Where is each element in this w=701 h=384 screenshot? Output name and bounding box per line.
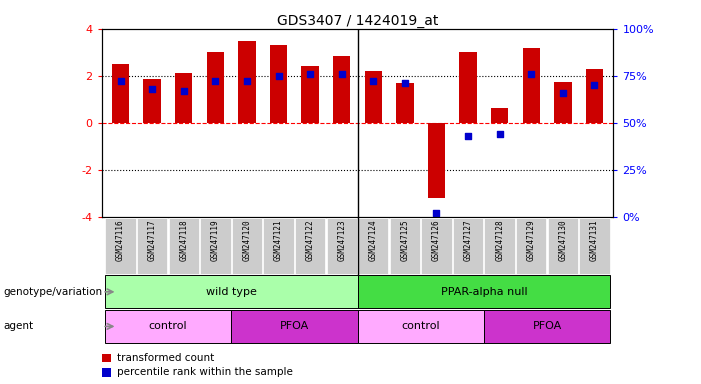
Bar <box>421 217 451 274</box>
Text: agent: agent <box>4 321 34 331</box>
Bar <box>522 48 540 123</box>
Bar <box>365 71 382 123</box>
Bar <box>144 79 161 123</box>
Bar <box>396 83 414 123</box>
Point <box>494 131 505 137</box>
Point <box>463 133 474 139</box>
Title: GDS3407 / 1424019_at: GDS3407 / 1424019_at <box>277 14 438 28</box>
Text: GSM247127: GSM247127 <box>463 219 472 261</box>
Bar <box>200 217 231 274</box>
Bar <box>390 217 420 274</box>
Point <box>147 86 158 92</box>
Point <box>589 82 600 88</box>
Text: GSM247129: GSM247129 <box>526 219 536 261</box>
Bar <box>358 310 484 343</box>
Point <box>115 78 126 84</box>
Bar <box>358 217 388 274</box>
Bar <box>105 310 231 343</box>
Text: percentile rank within the sample: percentile rank within the sample <box>117 367 293 377</box>
Bar <box>137 217 168 274</box>
Bar <box>264 217 294 274</box>
Bar <box>112 64 129 123</box>
Point <box>557 90 569 96</box>
Bar <box>231 310 358 343</box>
Bar <box>105 275 358 308</box>
Bar <box>586 69 603 123</box>
Bar <box>453 217 483 274</box>
Point <box>431 210 442 216</box>
Text: PPAR-alpha null: PPAR-alpha null <box>440 287 527 297</box>
Point <box>273 73 284 79</box>
Text: GSM247121: GSM247121 <box>274 219 283 261</box>
Point <box>210 78 221 84</box>
Bar <box>301 66 319 123</box>
Text: GSM247119: GSM247119 <box>211 219 220 261</box>
Bar <box>579 217 610 274</box>
Bar <box>207 52 224 123</box>
Text: GSM247130: GSM247130 <box>558 219 567 261</box>
Bar <box>175 73 193 123</box>
Text: control: control <box>402 321 440 331</box>
Text: GSM247117: GSM247117 <box>148 219 157 261</box>
Bar <box>491 108 508 123</box>
Bar <box>333 56 350 123</box>
Bar <box>459 52 477 123</box>
Point <box>241 78 252 84</box>
Bar <box>295 217 325 274</box>
Text: GSM247120: GSM247120 <box>243 219 252 261</box>
Point <box>526 71 537 77</box>
Bar <box>516 217 546 274</box>
Text: GSM247116: GSM247116 <box>116 219 125 261</box>
Bar <box>547 217 578 274</box>
Bar <box>105 217 136 274</box>
Text: GSM247118: GSM247118 <box>179 219 189 261</box>
Point <box>400 80 411 86</box>
Text: PFOA: PFOA <box>280 321 309 331</box>
Text: transformed count: transformed count <box>117 353 215 363</box>
Text: control: control <box>149 321 187 331</box>
Bar <box>484 217 515 274</box>
Point <box>336 71 347 77</box>
Text: GSM247131: GSM247131 <box>590 219 599 261</box>
Bar <box>327 217 357 274</box>
Text: GSM247122: GSM247122 <box>306 219 315 261</box>
Bar <box>169 217 199 274</box>
Bar <box>270 45 287 123</box>
Text: GSM247124: GSM247124 <box>369 219 378 261</box>
Bar <box>554 82 571 123</box>
Bar <box>358 275 610 308</box>
Bar <box>238 41 256 123</box>
Point <box>304 71 315 77</box>
Text: wild type: wild type <box>205 287 257 297</box>
Text: PFOA: PFOA <box>533 321 562 331</box>
Point <box>368 78 379 84</box>
Bar <box>428 123 445 198</box>
Bar <box>232 217 262 274</box>
Point <box>178 88 189 94</box>
Text: GSM247125: GSM247125 <box>400 219 409 261</box>
Text: genotype/variation: genotype/variation <box>4 287 102 297</box>
Text: GSM247123: GSM247123 <box>337 219 346 261</box>
Bar <box>484 310 610 343</box>
Text: GSM247128: GSM247128 <box>495 219 504 261</box>
Text: GSM247126: GSM247126 <box>432 219 441 261</box>
